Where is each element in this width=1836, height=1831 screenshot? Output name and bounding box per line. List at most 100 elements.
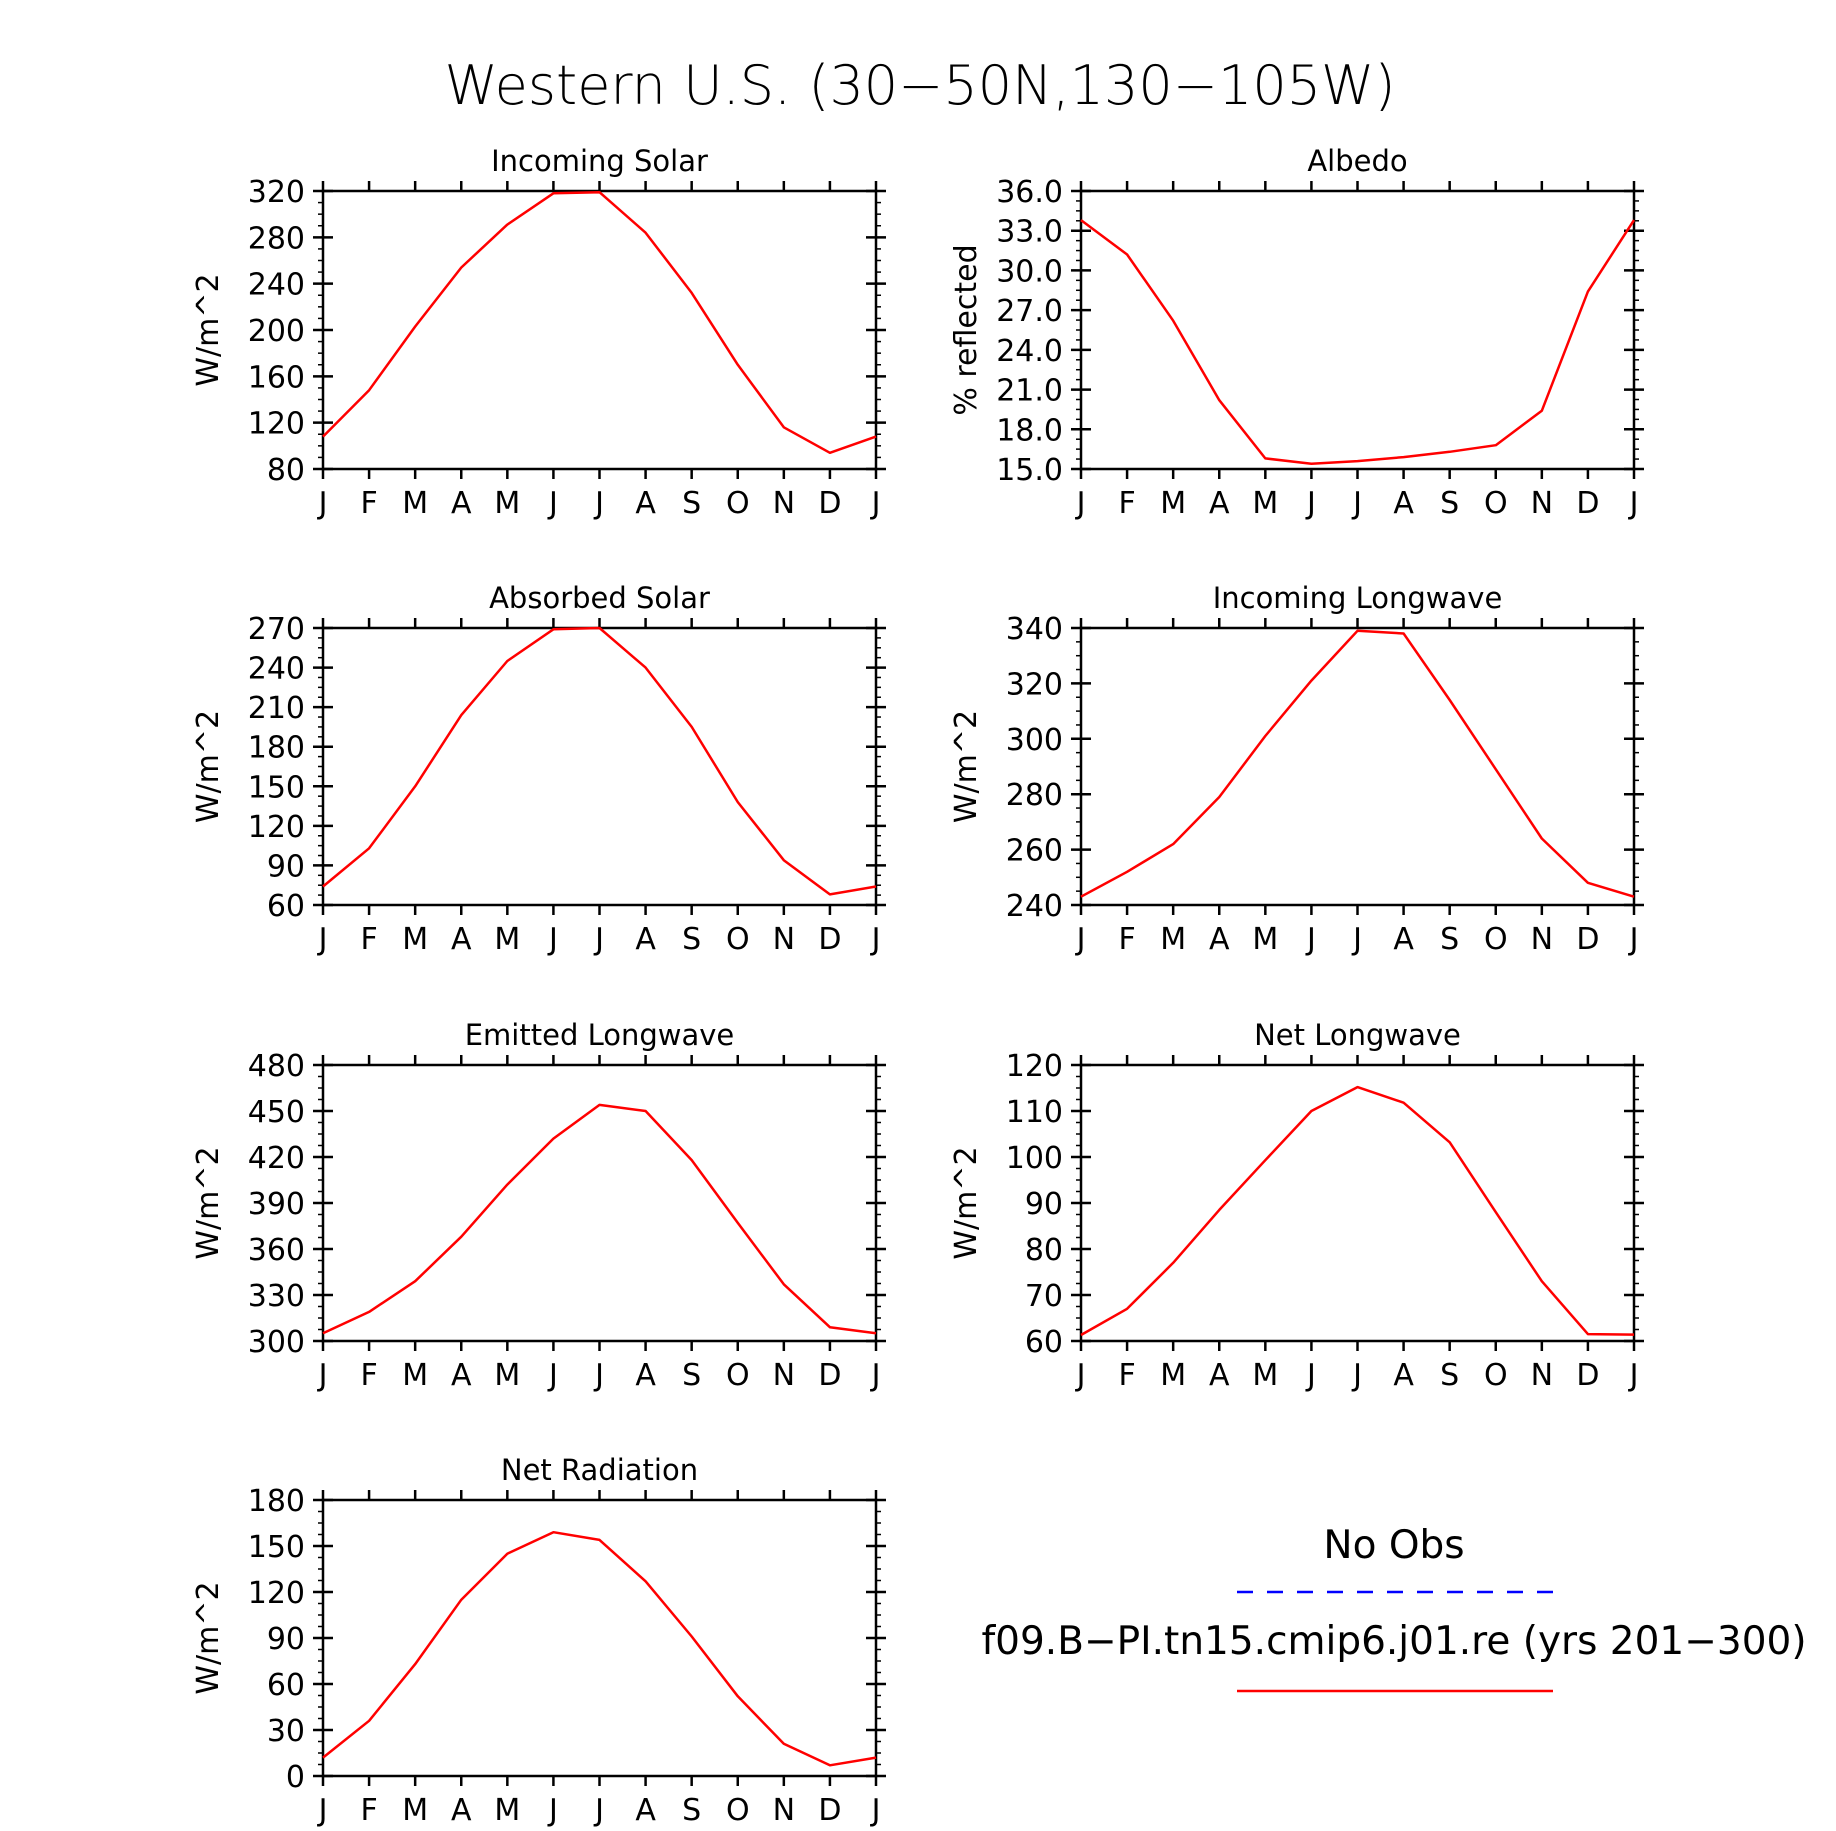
- legend-obs-label: No Obs: [1323, 1523, 1464, 1568]
- y-tick-label: 180: [248, 1484, 305, 1519]
- x-tick-label: J: [1628, 486, 1639, 521]
- y-tick-label: 300: [1006, 723, 1063, 758]
- plot-frame: [321, 626, 878, 907]
- y-tick-label: 280: [248, 221, 305, 256]
- x-tick-label: N: [1531, 1358, 1553, 1393]
- x-tick-label: M: [494, 1793, 520, 1828]
- series-line: [322, 1530, 877, 1767]
- x-tick-label: J: [547, 922, 558, 957]
- plot-frame: [1079, 189, 1636, 471]
- legend: No Obs f09.B−PI.tn15.cmip6.j01.re (yrs 2…: [981, 1523, 1807, 1693]
- y-tick-label: 24.0: [996, 334, 1063, 369]
- x-tick-label: J: [593, 486, 604, 521]
- x-tick-label: A: [635, 922, 656, 957]
- y-tick-label: 330: [248, 1279, 305, 1314]
- x-tick-label: A: [451, 922, 472, 957]
- y-tick-label: 150: [248, 1530, 305, 1565]
- x-tick-label: O: [1484, 486, 1508, 521]
- y-tick-label: 110: [1006, 1095, 1063, 1130]
- x-tick-label: A: [1393, 1358, 1414, 1393]
- x-tick-label: N: [1531, 486, 1553, 521]
- x-tick-label: F: [1118, 1358, 1135, 1393]
- x-tick-label: J: [1628, 922, 1639, 957]
- figure-title: Western U.S. (30−50N,130−105W): [444, 54, 1395, 117]
- x-tick-label: J: [547, 1793, 558, 1828]
- x-tick-label: M: [1252, 922, 1278, 957]
- x-tick-label: J: [870, 1793, 881, 1828]
- x-tick-label: J: [317, 922, 328, 957]
- x-tick-label: M: [494, 1358, 520, 1393]
- y-tick-label: 90: [267, 1622, 305, 1657]
- y-axis-label: W/m^2: [191, 1146, 226, 1259]
- plot-frame: [321, 189, 878, 471]
- panel-title: Emitted Longwave: [465, 1018, 735, 1052]
- legend-model-label: f09.B−PI.tn15.cmip6.j01.re (yrs 201−300): [981, 1619, 1806, 1664]
- y-tick-label: 60: [1025, 1325, 1063, 1360]
- x-tick-label: J: [317, 1793, 328, 1828]
- x-tick-label: M: [1160, 486, 1186, 521]
- y-tick-label: 300: [248, 1325, 305, 1360]
- y-tick-label: 100: [1006, 1141, 1063, 1176]
- x-tick-label: A: [635, 486, 656, 521]
- x-tick-label: J: [870, 1358, 881, 1393]
- x-tick-label: F: [1118, 922, 1135, 957]
- x-tick-label: O: [1484, 1358, 1508, 1393]
- x-tick-label: A: [635, 1793, 656, 1828]
- x-tick-label: J: [547, 486, 558, 521]
- x-tick-label: O: [726, 1793, 750, 1828]
- x-tick-label: F: [1118, 486, 1135, 521]
- x-tick-label: N: [1531, 922, 1553, 957]
- x-tick-label: A: [451, 1793, 472, 1828]
- x-tick-label: J: [1305, 1358, 1316, 1393]
- x-tick-label: A: [1209, 486, 1230, 521]
- y-tick-label: 36.0: [996, 175, 1063, 210]
- y-tick-label: 15.0: [996, 453, 1063, 488]
- x-tick-label: D: [818, 1358, 841, 1393]
- y-tick-label: 360: [248, 1233, 305, 1268]
- series-line: [322, 1103, 877, 1335]
- y-axis-label: W/m^2: [949, 1146, 984, 1259]
- y-tick-label: 80: [1025, 1233, 1063, 1268]
- y-tick-label: 240: [248, 652, 305, 687]
- y-tick-label: 240: [248, 268, 305, 303]
- plot-frame: [1079, 626, 1636, 907]
- x-tick-label: D: [1576, 922, 1599, 957]
- y-tick-label: 260: [1006, 834, 1063, 869]
- x-tick-label: M: [1160, 922, 1186, 957]
- x-tick-label: A: [451, 1358, 472, 1393]
- series-line: [1080, 629, 1635, 898]
- y-axis-label: W/m^2: [191, 1581, 226, 1694]
- y-tick-label: 30.0: [996, 254, 1063, 289]
- x-tick-label: S: [1440, 486, 1459, 521]
- y-tick-label: 320: [1006, 667, 1063, 702]
- panel-title: Incoming Longwave: [1213, 581, 1503, 615]
- x-tick-label: N: [773, 486, 795, 521]
- x-tick-label: M: [402, 1793, 428, 1828]
- x-tick-label: J: [870, 922, 881, 957]
- x-tick-label: D: [818, 486, 841, 521]
- y-tick-label: 420: [248, 1141, 305, 1176]
- x-tick-label: M: [494, 922, 520, 957]
- panel-title: Net Longwave: [1254, 1018, 1461, 1052]
- x-tick-label: J: [1351, 1358, 1362, 1393]
- panel-title: Net Radiation: [501, 1453, 698, 1487]
- x-tick-label: D: [1576, 486, 1599, 521]
- y-tick-label: 80: [267, 453, 305, 488]
- series-line: [322, 190, 877, 455]
- y-tick-label: 240: [1006, 889, 1063, 924]
- y-axis-label: W/m^2: [191, 273, 226, 386]
- y-tick-label: 200: [248, 314, 305, 349]
- y-tick-label: 70: [1025, 1279, 1063, 1314]
- x-tick-label: O: [1484, 922, 1508, 957]
- x-tick-label: N: [773, 1793, 795, 1828]
- y-tick-label: 120: [1006, 1049, 1063, 1084]
- y-tick-label: 33.0: [996, 215, 1063, 250]
- x-tick-label: F: [360, 1793, 377, 1828]
